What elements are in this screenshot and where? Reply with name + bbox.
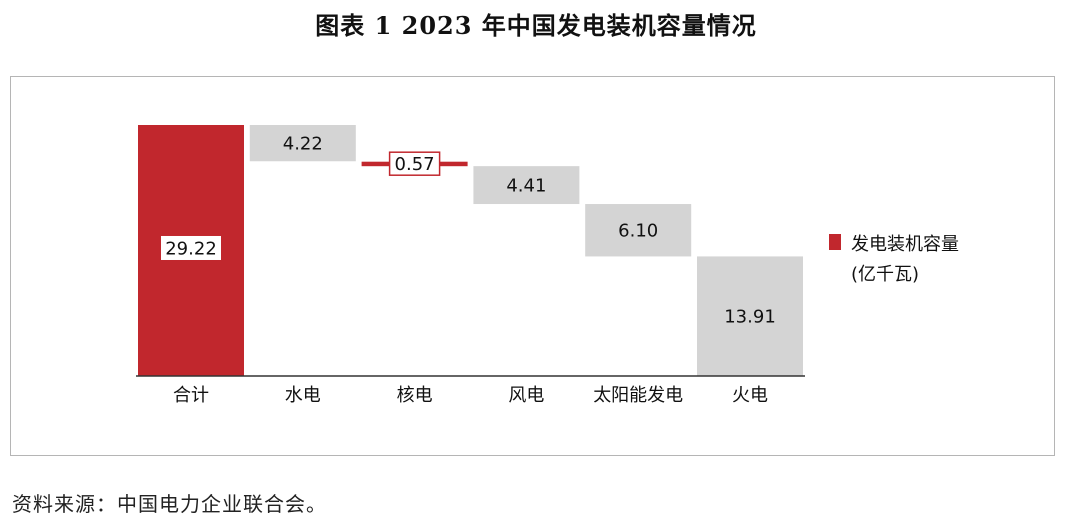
data-label-1: 29.22: [165, 238, 217, 259]
data-label-4: 4.41: [506, 176, 546, 197]
x-tick-label-5: 太阳能发电: [593, 385, 683, 406]
bar-2: [249, 125, 356, 162]
bar-6: [697, 256, 803, 376]
data-label-5: 6.10: [618, 221, 658, 242]
x-tick-label-6: 火电: [732, 385, 768, 406]
legend-label-line-2: (亿千瓦): [851, 264, 919, 285]
bar-5: [585, 204, 692, 257]
chart-frame: [10, 76, 1055, 456]
chart-title: 图表 1 2023 年中国发电装机容量情况: [315, 11, 757, 40]
data-label-6: 13.91: [724, 307, 776, 328]
x-tick-label-3: 核电: [397, 385, 433, 406]
data-label-2: 4.22: [283, 134, 323, 155]
data-label-bg-3: [388, 151, 441, 176]
legend-label-line-1: 发电装机容量: [851, 234, 959, 255]
x-tick-label-4: 风电: [508, 385, 544, 406]
x-tick-label-1: 合计: [173, 385, 209, 406]
source-note: 资料来源：中国电力企业联合会。: [12, 492, 327, 516]
data-label-3: 0.57: [395, 154, 435, 175]
bar-4: [473, 166, 580, 205]
x-tick-label-2: 水电: [285, 385, 321, 406]
legend-swatch: [829, 234, 841, 250]
data-label-bg-1: [161, 235, 221, 260]
